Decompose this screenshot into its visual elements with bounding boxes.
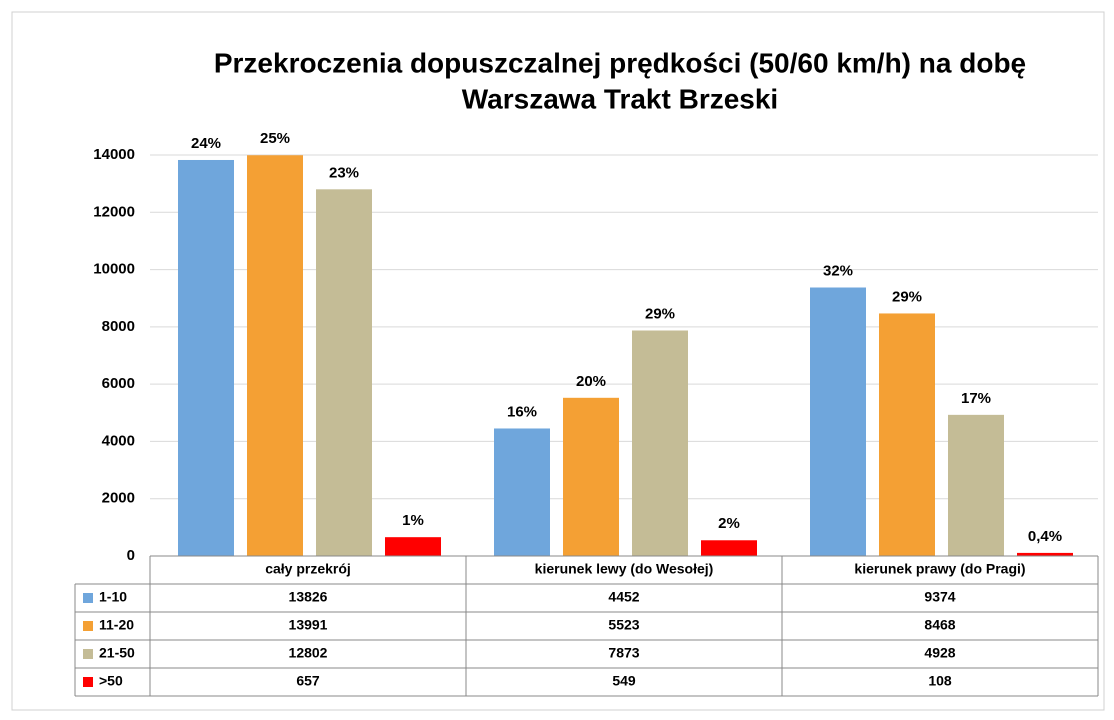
bar	[810, 287, 866, 556]
table-cell: 12802	[289, 645, 328, 661]
y-tick-label: 10000	[93, 261, 135, 278]
table-cell: 13826	[289, 589, 328, 605]
bar	[247, 155, 303, 556]
table-header: kierunek lewy (do Wesołej)	[535, 561, 714, 577]
chart-title: Przekroczenia dopuszczalnej prędkości (5…	[214, 47, 1026, 78]
legend-label: 1-10	[99, 589, 127, 605]
y-tick-label: 8000	[102, 318, 135, 335]
data-label: 29%	[645, 305, 675, 322]
chart-title: Warszawa Trakt Brzeski	[462, 83, 778, 114]
data-label: 20%	[576, 373, 606, 390]
legend-swatch	[83, 621, 93, 631]
data-label: 29%	[892, 288, 922, 305]
bar	[948, 414, 1004, 556]
legend-swatch	[83, 593, 93, 603]
y-tick-label: 12000	[93, 203, 135, 220]
table-cell: 7873	[608, 645, 639, 661]
bar	[879, 313, 935, 556]
legend-label: 21-50	[99, 645, 135, 661]
bar	[178, 159, 234, 556]
bar	[563, 397, 619, 556]
data-label: 2%	[718, 515, 740, 532]
bar	[1017, 552, 1073, 556]
data-label: 32%	[823, 262, 853, 279]
legend-swatch	[83, 649, 93, 659]
data-label: 16%	[507, 403, 537, 420]
table-cell: 108	[928, 673, 952, 689]
table-cell: 13991	[289, 617, 328, 633]
y-tick-label: 0	[127, 547, 135, 564]
chart-frame	[11, 11, 1105, 711]
data-label: 24%	[191, 135, 221, 152]
table-cell: 9374	[924, 589, 955, 605]
bar	[701, 540, 757, 556]
legend-swatch	[83, 677, 93, 687]
table-cell: 4928	[924, 645, 955, 661]
table-cell: 5523	[608, 617, 639, 633]
bar	[494, 428, 550, 556]
data-label: 17%	[961, 390, 991, 407]
bar	[316, 189, 372, 556]
table-cell: 549	[612, 673, 636, 689]
bar	[632, 330, 688, 556]
table-cell: 657	[296, 673, 320, 689]
table-header: kierunek prawy (do Pragi)	[854, 561, 1025, 577]
data-label: 1%	[402, 512, 424, 529]
data-label: 23%	[329, 164, 359, 181]
y-tick-label: 2000	[102, 490, 135, 507]
table-header: cały przekrój	[265, 561, 351, 577]
data-label: 0,4%	[1028, 528, 1062, 545]
legend-label: >50	[99, 673, 123, 689]
y-tick-label: 4000	[102, 432, 135, 449]
data-label: 25%	[260, 130, 290, 147]
y-tick-label: 6000	[102, 375, 135, 392]
y-tick-label: 14000	[93, 146, 135, 163]
bar	[385, 537, 441, 556]
legend-label: 11-20	[99, 617, 134, 633]
table-cell: 4452	[608, 589, 639, 605]
table-cell: 8468	[924, 617, 955, 633]
